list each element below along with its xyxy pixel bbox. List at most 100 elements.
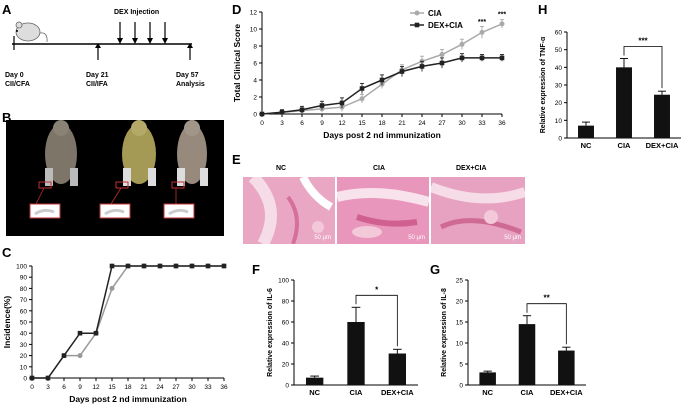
histology-panel: NC CIA DEX+CIA 50 μm 50 μm 50 μm bbox=[243, 165, 525, 245]
legend-label: CIA bbox=[428, 9, 442, 18]
panel-label-g: G bbox=[430, 262, 441, 277]
y-axis-label: Relative expression of IL-6 bbox=[267, 288, 274, 377]
y-tick-label: 100 bbox=[16, 264, 27, 271]
injection-label: DEX Injection bbox=[114, 9, 160, 16]
y-tick-label: 0 bbox=[23, 376, 27, 383]
bar-NC bbox=[479, 372, 496, 385]
bar-CIA bbox=[616, 67, 632, 138]
x-tick-label: 21 bbox=[140, 384, 148, 391]
data-point bbox=[93, 330, 99, 336]
category-label: DEX+CIA bbox=[646, 141, 679, 150]
day0-note: CII/CFA bbox=[5, 81, 30, 88]
data-point bbox=[157, 263, 163, 269]
data-point bbox=[221, 263, 227, 269]
y-tick-label: 30 bbox=[555, 83, 563, 90]
x-tick-label: 30 bbox=[458, 120, 466, 127]
y-tick-label: 60 bbox=[20, 308, 28, 315]
day0-label: Day 0 bbox=[5, 72, 24, 79]
scale-bar-dex-cia: 50 μm bbox=[504, 235, 521, 241]
data-point bbox=[499, 21, 505, 27]
y-tick-label: 80 bbox=[282, 299, 290, 306]
category-label: NC bbox=[581, 141, 592, 150]
y-tick-label: 0 bbox=[459, 383, 463, 390]
y-tick-label: 100 bbox=[278, 278, 289, 285]
x-tick-label: 3 bbox=[280, 120, 284, 127]
significance-mark: *** bbox=[478, 19, 486, 26]
y-tick-label: 90 bbox=[20, 275, 28, 282]
day57-label: Day 57 bbox=[176, 72, 199, 79]
y-tick-label: 10 bbox=[250, 27, 258, 34]
y-tick-label: 20 bbox=[282, 362, 290, 369]
data-point bbox=[279, 110, 285, 115]
y-tick-label: 50 bbox=[20, 320, 28, 327]
x-tick-label: 24 bbox=[418, 120, 426, 127]
category-label: DEX+CIA bbox=[381, 388, 414, 397]
significance-bracket bbox=[526, 303, 567, 345]
legend-label: DEX+CIA bbox=[428, 21, 463, 30]
x-tick-label: 9 bbox=[320, 120, 324, 127]
x-tick-label: 3 bbox=[46, 384, 50, 391]
scale-bar-nc: 50 μm bbox=[314, 235, 331, 241]
data-point bbox=[339, 100, 345, 106]
legend-marker bbox=[414, 22, 420, 28]
y-tick-label: 2 bbox=[253, 95, 257, 102]
bar-CIA bbox=[347, 322, 365, 385]
timeline-diagram bbox=[12, 21, 193, 60]
mice-photo bbox=[6, 120, 224, 236]
injection-arrows bbox=[117, 22, 168, 44]
data-point bbox=[77, 353, 83, 359]
data-point bbox=[141, 263, 147, 269]
y-tick-label: 6 bbox=[253, 61, 257, 68]
y-tick-label: 0 bbox=[558, 136, 562, 143]
y-axis-label: Incidence(%) bbox=[2, 296, 12, 349]
y-axis-label: Relative expression of TNF-α bbox=[540, 36, 547, 133]
day21-note: CII/IFA bbox=[86, 81, 108, 88]
y-tick-label: 70 bbox=[20, 297, 28, 304]
x-tick-label: 0 bbox=[30, 384, 34, 391]
bar-NC bbox=[305, 377, 324, 385]
histology-image-nc: 50 μm bbox=[243, 177, 335, 244]
data-point bbox=[399, 69, 405, 74]
histology-label-cia: CIA bbox=[373, 165, 386, 172]
day57-note: Analysis bbox=[176, 81, 205, 88]
y-tick-label: 15 bbox=[456, 320, 464, 327]
significance-mark: *** bbox=[498, 11, 506, 18]
panel-label-d: D bbox=[232, 2, 242, 17]
series-line-0 bbox=[261, 23, 503, 115]
il8-bar-chart: 0 5 10 15 20 25 Relative expression of IL-8 NC C… bbox=[441, 278, 586, 397]
y-tick-label: 50 bbox=[555, 47, 563, 54]
panel-label-f: F bbox=[252, 262, 260, 277]
category-label: NC bbox=[482, 388, 493, 397]
x-tick-label: 21 bbox=[398, 120, 406, 127]
data-point bbox=[173, 263, 179, 269]
y-tick-label: 12 bbox=[250, 10, 258, 17]
y-axis-label: Total Clinical Score bbox=[232, 24, 242, 103]
day21-label: Day 21 bbox=[86, 72, 109, 79]
data-point bbox=[299, 107, 305, 113]
y-tick-label: 10 bbox=[20, 364, 28, 371]
x-tick-label: 18 bbox=[124, 384, 132, 391]
x-axis-label: Days post 2 nd immunization bbox=[323, 130, 441, 140]
x-tick-label: 27 bbox=[438, 120, 446, 127]
data-point bbox=[479, 55, 485, 61]
panel-label-a: A bbox=[2, 2, 12, 17]
mouse-dex-cia-photo bbox=[163, 120, 208, 219]
x-tick-label: 6 bbox=[62, 384, 66, 391]
category-label: CIA bbox=[350, 388, 364, 397]
x-tick-label: 15 bbox=[358, 120, 366, 127]
y-axis-label: Relative expression of IL-8 bbox=[441, 288, 448, 377]
x-tick-label: 6 bbox=[300, 120, 304, 127]
y-tick-label: 10 bbox=[555, 118, 563, 125]
histology-image-dex-cia: 50 μm bbox=[431, 177, 525, 244]
data-point bbox=[439, 52, 445, 57]
significance-bracket bbox=[623, 46, 663, 89]
mouse-cia-photo bbox=[99, 120, 156, 219]
y-tick-label: 10 bbox=[456, 341, 464, 348]
data-point bbox=[189, 263, 195, 269]
histology-image-cia: 50 μm bbox=[337, 177, 429, 244]
data-point bbox=[109, 263, 115, 269]
x-tick-label: 9 bbox=[78, 384, 82, 391]
category-label: DEX+CIA bbox=[550, 388, 583, 397]
